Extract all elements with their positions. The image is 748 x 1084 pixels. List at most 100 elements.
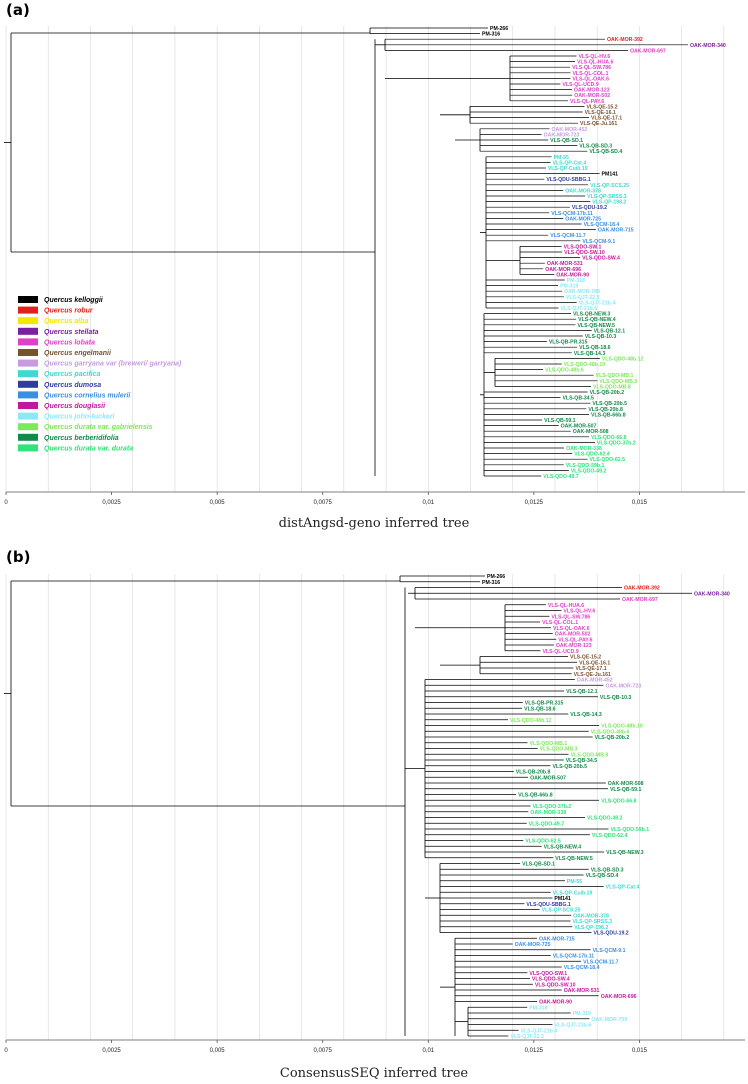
- leaf-label: VLS-QDO-48b.10: [601, 724, 643, 730]
- leaf-label: VLS-QDU-19.2: [572, 205, 607, 211]
- leaf-label: VLS-QDO-62.4: [574, 452, 610, 458]
- leaf-label: VLS-QDO-MB.1: [596, 373, 634, 379]
- leaf-label: VLS-QB-10.3: [600, 695, 632, 701]
- leaf-label: VLS-QB-59.1: [610, 787, 642, 793]
- leaf-label: VLS-QB-14.3: [574, 351, 606, 357]
- legend-swatch: [18, 380, 38, 388]
- leaf-label: VLS-QB-66b.8: [518, 793, 553, 799]
- leaf-label: VLS-QDU-19.2: [594, 931, 629, 937]
- leaf-label: OAK-MOR-90: [556, 272, 589, 278]
- leaf-label: VLS-QL-UCD.9: [562, 82, 598, 88]
- leaf-label: VLS-QP-198.2: [574, 925, 608, 931]
- leaf-label: OAK-MOR-709: [564, 289, 600, 295]
- leaf-label: VLS-QL-PAY.6: [570, 99, 604, 105]
- leaf-label: VLS-QB-NEW.3: [573, 312, 611, 318]
- leaf-label: VLS-QDO-49.7: [543, 474, 579, 480]
- leaf-label: VLS-QB-NEW.4: [578, 317, 616, 323]
- legend-swatch: [18, 402, 38, 409]
- leaf-label: VLS-QL-HV.6: [578, 54, 610, 60]
- leaf-label: VLS-QE-Ju.161: [580, 121, 617, 127]
- leaf-label: OAK-MOR-378: [573, 913, 609, 919]
- legend-label: Quercus pacifica: [44, 371, 101, 378]
- legend-label: Quercus alba: [44, 318, 88, 325]
- leaf-label: OAK-MOR-123: [556, 643, 592, 649]
- leaf-label: PM-319: [573, 1011, 591, 1017]
- leaf-label: VLS-QDO-37b.2: [533, 804, 572, 810]
- leaf-label: VLS-QL-OAK.6: [553, 626, 590, 632]
- axis-tick-label: 0: [4, 500, 8, 506]
- leaf-label: VLS-QL-UCD.9: [542, 649, 578, 655]
- leaf-label: VLS-QL-HUA.6: [548, 603, 584, 609]
- leaf-label: VLS-QB-SD.4: [586, 873, 619, 879]
- axis-tick-label: 0,005: [210, 1048, 226, 1054]
- leaf-label: VLS-QP-SCS.25: [590, 183, 629, 189]
- leaf-label: VLS-QE-15.2: [570, 655, 601, 661]
- leaf-label: VLS-QDO-48b.6: [591, 729, 630, 735]
- leaf-label: VLS-QL-COL.1: [572, 71, 608, 77]
- leaf-label: VLS-QP-SRSS.3: [573, 919, 613, 925]
- leaf-label: OAK-MOR-90: [539, 1000, 572, 1006]
- leaf-label: PM-316: [482, 580, 500, 586]
- leaf-label: VLS-QJT-22.3: [566, 295, 600, 301]
- leaf-label: VLS-QDO-59b.1: [611, 827, 650, 833]
- leaf-label: VLS-QB-18.6: [579, 345, 611, 351]
- legend-swatch: [18, 327, 38, 335]
- leaf-label: OAK-MOR-507: [561, 424, 597, 430]
- leaf-label: VLS-QJT-21b.6: [561, 306, 598, 312]
- leaf-label: VLS-QDO-MB.3: [599, 379, 637, 385]
- legend-label: Quercus garryana var (breweri/ garryana): [44, 361, 182, 368]
- legend-swatch: [18, 296, 38, 303]
- axis-tick-label: 0,0075: [314, 500, 333, 506]
- leaf-label: OAK-MOR-502: [555, 632, 591, 638]
- leaf-label: VLS-QDU-SBBG.1: [546, 177, 591, 183]
- leaf-label: VLS-QB-20b.5: [592, 401, 627, 407]
- leaf-label: VLS-QL-HV.6: [563, 609, 595, 615]
- leaf-label: VLS-QDO-49.2: [571, 468, 607, 474]
- leaf-label: OAK-MOR-709: [591, 1017, 627, 1023]
- leaf-label: VLS-QDO-SW.4: [582, 256, 620, 262]
- leaf-label: VLS-QE-16.1: [579, 660, 610, 666]
- leaf-label: VLS-QB-SD.3: [579, 144, 612, 150]
- leaf-label: PM-266: [487, 574, 505, 580]
- leaf-label: OAK-MOR-715: [539, 936, 575, 942]
- leaf-label: VLS-QDO-48b.6: [545, 368, 584, 374]
- legend-swatch: [18, 370, 38, 378]
- leaf-label: VLS-QDO-62.5: [590, 457, 626, 463]
- panel-b-label: (b): [6, 548, 31, 566]
- leaf-label: OAK-MOR-123: [574, 88, 610, 94]
- leaf-label: OAK-MOR-452: [552, 127, 588, 133]
- leaf-label: VLS-QB-66b.8: [591, 412, 626, 418]
- leaf-label: VLS-QJT-21b.4: [521, 1028, 558, 1034]
- leaf-label: VLS-QCM-17b.11: [553, 954, 595, 960]
- panel-b-caption: ConsensusSEQ inferred tree: [279, 1066, 469, 1081]
- legend-label: Quercus berberidifolia: [44, 435, 119, 442]
- leaf-label: OAK-MOR-452: [577, 678, 613, 684]
- leaf-label: VLS-QDO-48b.12: [602, 356, 644, 362]
- leaf-label: VLS-QE-15.2: [586, 104, 617, 110]
- legend-swatch: [18, 433, 38, 441]
- legend-swatch: [18, 306, 38, 314]
- leaf-label: VLS-QDO-MB.8: [593, 384, 631, 390]
- legend-swatch: [18, 317, 38, 325]
- panel-a-label: (a): [6, 1, 30, 19]
- leaf-label: PM-316: [482, 32, 500, 38]
- leaf-label: VLS-QCM-9.1: [582, 239, 615, 245]
- axis-tick-label: 0,0025: [102, 500, 121, 506]
- leaf-label: VLS-QJT-21b.4: [579, 300, 616, 306]
- leaf-label: VLS-QP-198.2: [592, 200, 626, 206]
- legend-swatch: [18, 412, 38, 420]
- leaf-label: VLS-QDO-SW.1: [529, 971, 567, 977]
- axis-tick-label: 0: [4, 1048, 8, 1054]
- legend-swatch: [18, 359, 38, 367]
- leaf-label: VLS-QDU-SBBG.1: [526, 902, 571, 908]
- legend-label: Quercus durata var. durata: [44, 445, 133, 452]
- axis-tick-label: 0,0075: [314, 1048, 333, 1054]
- leaf-label: VLS-QCM-17b.11: [551, 211, 593, 217]
- species-legend: Quercus kelloggii Quercus robur Quercus al…: [18, 296, 182, 452]
- leaf-label: VLS-QB-NEW.5: [577, 323, 615, 329]
- leaf-label: VLS-QB-SD.1: [522, 862, 555, 868]
- tree-b: 0 0,0025 0,005 0,0075 0,01 0,0125 0,015PM-266P…: [4, 574, 745, 1054]
- legend-label: Quercus engelmanii: [44, 350, 112, 357]
- leaf-label: OAK-MOR-723: [605, 683, 641, 689]
- leaf-label: VLS-QDO-66.8: [591, 435, 627, 441]
